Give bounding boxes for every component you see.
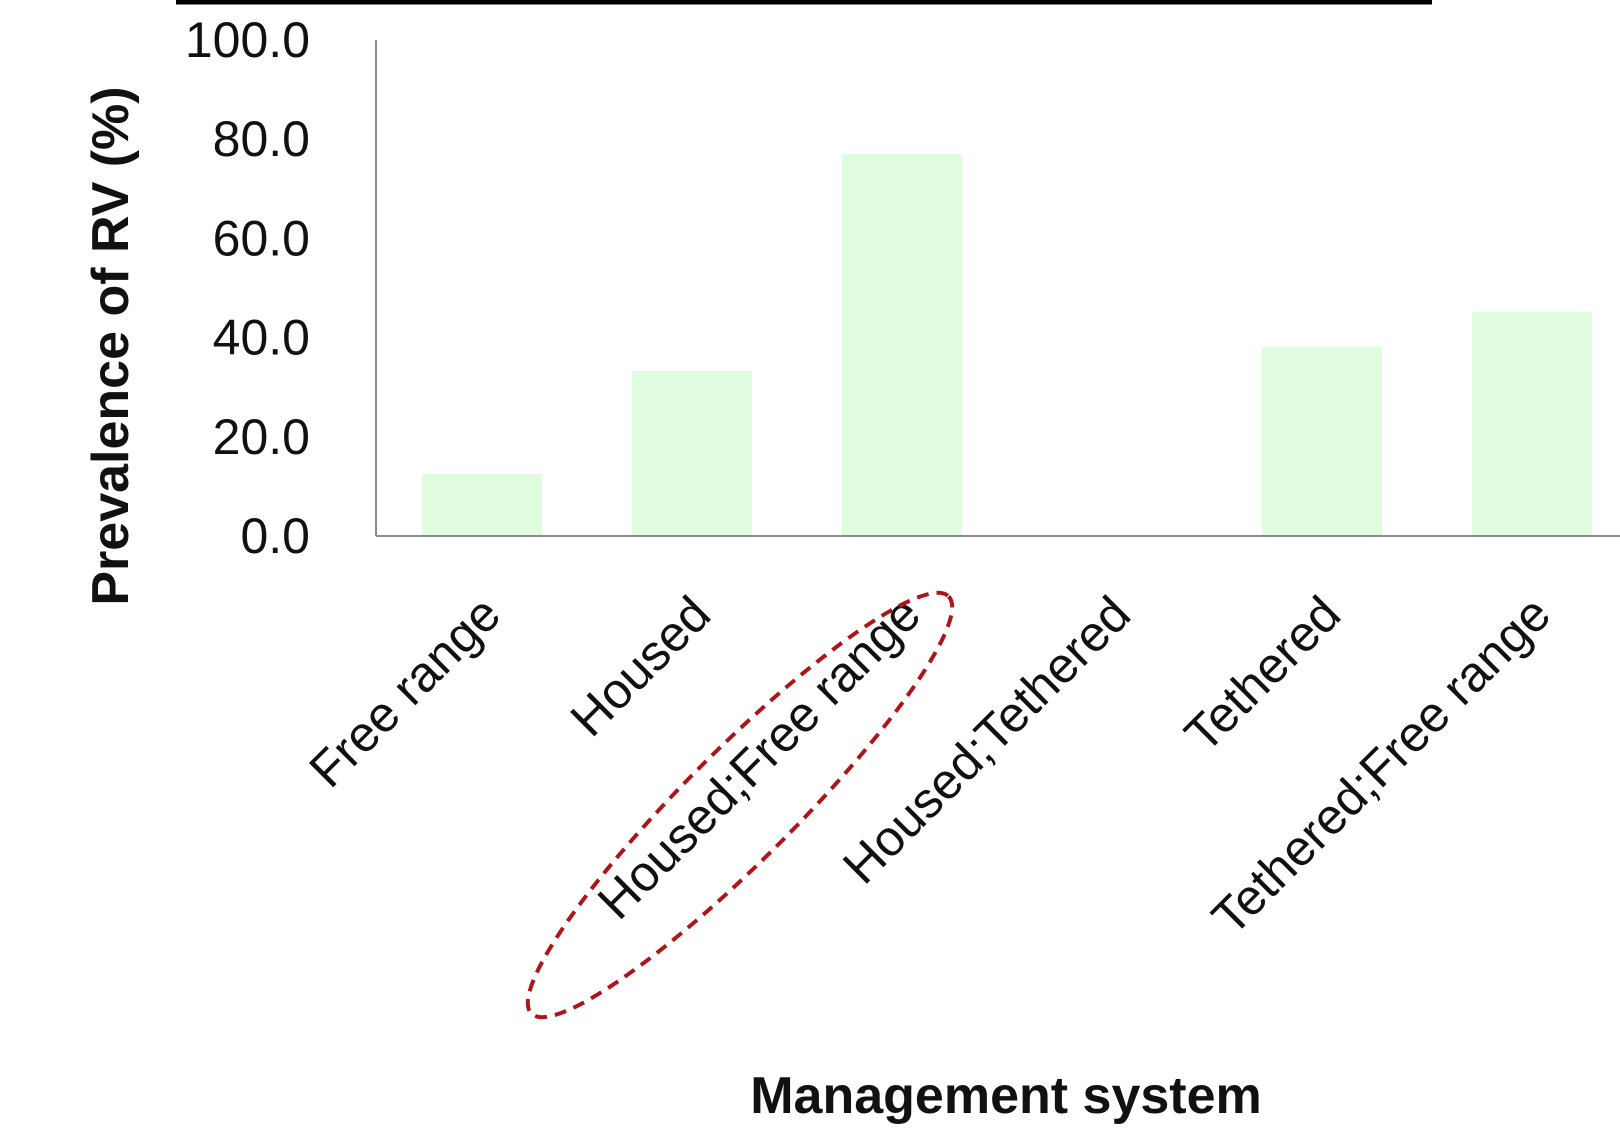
y-tick-label: 100.0: [185, 12, 310, 68]
x-tick-label: Free range: [299, 586, 512, 799]
bar-housed-free-range: [842, 154, 962, 536]
x-tick-label: Tethered;Free range: [1201, 586, 1561, 946]
bar-tethered-free-range: [1472, 311, 1592, 536]
bar-tethered: [1262, 346, 1382, 536]
x-tick-label: Tethered: [1174, 586, 1351, 763]
bar-housed: [632, 370, 752, 536]
highlight-ellipse: [525, 590, 955, 1020]
y-tick-label: 0.0: [240, 508, 310, 564]
y-tick-label: 40.0: [213, 310, 310, 366]
x-axis-title: Management system: [750, 1067, 1262, 1125]
y-tick-label: 20.0: [213, 409, 310, 465]
y-tick-label: 60.0: [213, 210, 310, 266]
bar-free-range: [422, 474, 542, 536]
y-tick-label: 80.0: [213, 111, 310, 167]
y-axis-title: Prevalence of RV (%): [82, 86, 140, 605]
bars-group: [422, 154, 1592, 536]
x-tick-label: Housed: [560, 586, 721, 747]
y-tick-labels: 0.0 20.0 40.0 60.0 80.0 100.0: [185, 12, 310, 564]
